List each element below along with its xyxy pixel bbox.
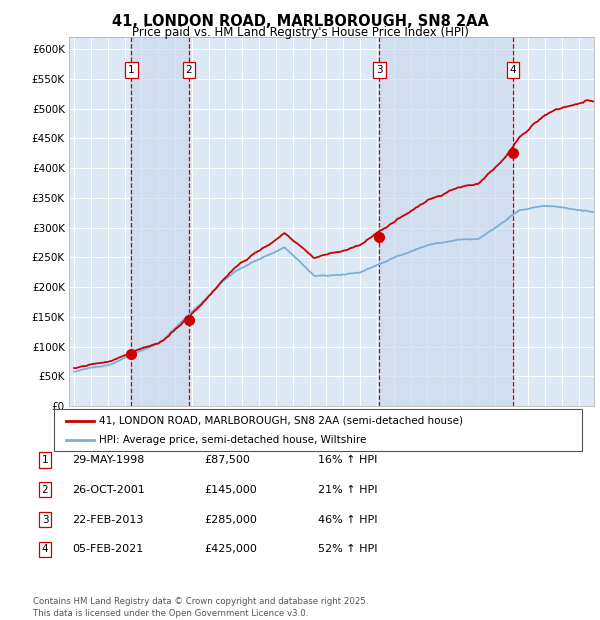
Text: 3: 3: [376, 65, 383, 75]
Text: HPI: Average price, semi-detached house, Wiltshire: HPI: Average price, semi-detached house,…: [99, 435, 366, 445]
Text: £285,000: £285,000: [204, 515, 257, 525]
Text: 1: 1: [128, 65, 135, 75]
Text: 05-FEB-2021: 05-FEB-2021: [72, 544, 143, 554]
Text: 21% ↑ HPI: 21% ↑ HPI: [318, 485, 377, 495]
Text: 1: 1: [41, 455, 49, 465]
Text: 29-MAY-1998: 29-MAY-1998: [72, 455, 145, 465]
Text: 3: 3: [41, 515, 49, 525]
Bar: [131, 37, 189, 406]
Text: £145,000: £145,000: [204, 485, 257, 495]
Text: 4: 4: [41, 544, 49, 554]
Text: Price paid vs. HM Land Registry's House Price Index (HPI): Price paid vs. HM Land Registry's House …: [131, 26, 469, 39]
Text: 2: 2: [185, 65, 192, 75]
Text: Contains HM Land Registry data © Crown copyright and database right 2025.
This d: Contains HM Land Registry data © Crown c…: [33, 597, 368, 618]
Text: £87,500: £87,500: [204, 455, 250, 465]
Text: 22-FEB-2013: 22-FEB-2013: [72, 515, 143, 525]
Text: 41, LONDON ROAD, MARLBOROUGH, SN8 2AA (semi-detached house): 41, LONDON ROAD, MARLBOROUGH, SN8 2AA (s…: [99, 415, 463, 425]
Text: 46% ↑ HPI: 46% ↑ HPI: [318, 515, 377, 525]
Text: 26-OCT-2001: 26-OCT-2001: [72, 485, 145, 495]
FancyBboxPatch shape: [54, 409, 582, 451]
Text: 16% ↑ HPI: 16% ↑ HPI: [318, 455, 377, 465]
Text: 52% ↑ HPI: 52% ↑ HPI: [318, 544, 377, 554]
Text: £425,000: £425,000: [204, 544, 257, 554]
Bar: [379, 37, 513, 406]
Text: 4: 4: [510, 65, 517, 75]
Text: 41, LONDON ROAD, MARLBOROUGH, SN8 2AA: 41, LONDON ROAD, MARLBOROUGH, SN8 2AA: [112, 14, 488, 29]
Text: 2: 2: [41, 485, 49, 495]
